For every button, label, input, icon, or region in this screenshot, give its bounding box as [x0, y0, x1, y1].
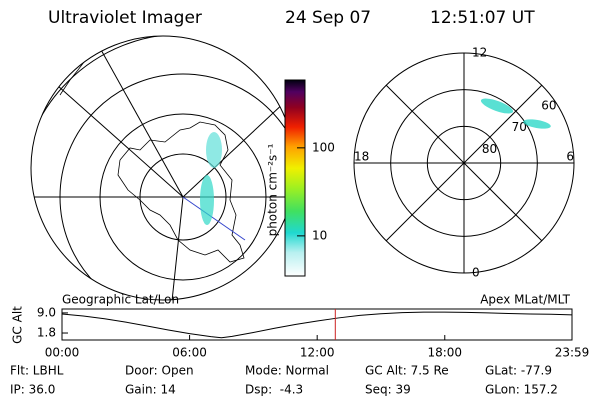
- polar-plot: 80 70 60 0 6 12 18: [353, 46, 575, 280]
- time: 12:51:07 UT: [430, 8, 535, 28]
- colorbar-tick-label: 10: [312, 228, 327, 242]
- status-field: Dsp: -4.3: [245, 383, 303, 397]
- mlat-circle: [390, 89, 538, 237]
- status-field: Seq: 39: [365, 383, 411, 397]
- mlt-label: 18: [354, 150, 369, 164]
- mlt-label: 6: [566, 150, 574, 164]
- status-field: GLat: -77.9: [485, 364, 552, 378]
- x-tick-label: 00:00: [45, 346, 80, 360]
- mlat-label: 80: [482, 142, 497, 156]
- status-field: GC Alt: 7.5 Re: [365, 364, 449, 378]
- mlat-circle: [353, 52, 575, 274]
- aurora: [523, 119, 551, 129]
- status-field: Gain: 14: [125, 383, 176, 397]
- date: 24 Sep 07: [285, 8, 371, 28]
- aurora: [200, 175, 214, 225]
- mlat-circle: [426, 125, 502, 201]
- mlt-label: 0: [472, 266, 480, 280]
- status-field: Door: Open: [125, 364, 194, 378]
- x-tick-label: 18:00: [427, 346, 462, 360]
- panel-title: Geographic Lat/Lon: [62, 293, 179, 307]
- y-tick-label: 1.8: [37, 326, 56, 340]
- aurora: [480, 98, 514, 114]
- mlat-label: 70: [512, 120, 527, 134]
- y-tick-label: 9.0: [37, 305, 56, 319]
- mlat-label: 60: [541, 99, 556, 113]
- aurora: [206, 132, 222, 168]
- colorbar: [284, 79, 306, 277]
- mlt-label: 12: [472, 46, 487, 60]
- status-field: IP: 36.0: [10, 383, 55, 397]
- altitude-line: [61, 311, 573, 339]
- x-tick-label: 23:59: [555, 346, 590, 360]
- colorbar-tick-label: 100: [312, 140, 335, 154]
- colorbar-label: photon cm⁻²s⁻¹: [266, 143, 280, 236]
- status-field: Mode: Normal: [245, 364, 329, 378]
- x-tick-label: 12:00: [300, 346, 335, 360]
- status-field: Flt: LBHL: [10, 364, 64, 378]
- x-tick-label: 06:00: [172, 346, 207, 360]
- panel-title: Apex MLat/MLT: [480, 293, 570, 307]
- y-axis-label: GC Alt: [11, 306, 25, 344]
- instrument: Ultraviolet Imager: [48, 8, 202, 28]
- status-field: GLon: 157.2: [485, 383, 558, 397]
